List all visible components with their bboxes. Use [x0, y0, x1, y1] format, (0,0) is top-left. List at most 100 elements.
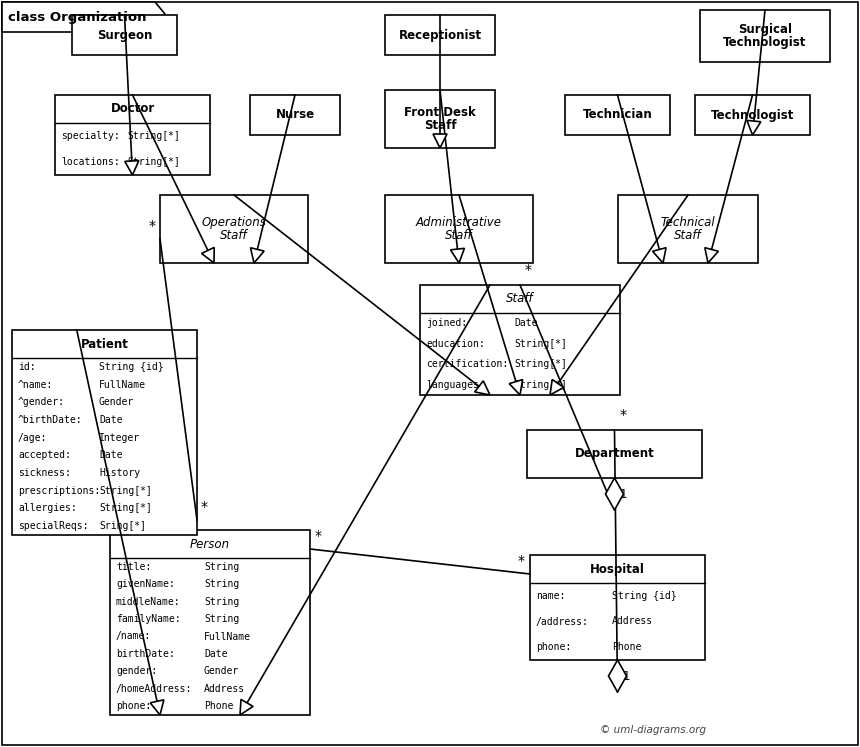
Polygon shape: [250, 248, 264, 263]
Polygon shape: [125, 161, 138, 175]
Text: id:: id:: [18, 362, 35, 372]
Text: ^name:: ^name:: [18, 379, 53, 389]
Text: Surgeon: Surgeon: [97, 28, 152, 42]
Text: Technologist: Technologist: [723, 36, 807, 49]
Text: education:: education:: [426, 338, 485, 349]
Text: *: *: [149, 219, 156, 233]
Text: Surgical: Surgical: [738, 23, 792, 36]
Bar: [160, 195, 308, 263]
Text: String[*]: String[*]: [99, 503, 152, 513]
Text: 1: 1: [623, 670, 630, 683]
Polygon shape: [509, 379, 523, 395]
Polygon shape: [201, 247, 214, 263]
Text: Operations: Operations: [201, 216, 267, 229]
Text: /age:: /age:: [18, 433, 47, 443]
Text: *: *: [518, 554, 525, 568]
Bar: [72, 15, 177, 55]
Text: Staff: Staff: [674, 229, 702, 242]
Bar: [530, 555, 705, 660]
Text: String[*]: String[*]: [128, 157, 181, 167]
Text: FullName: FullName: [99, 379, 146, 389]
Polygon shape: [150, 700, 164, 715]
Bar: [700, 10, 830, 62]
Text: Gender: Gender: [99, 397, 134, 407]
Polygon shape: [653, 248, 666, 263]
Polygon shape: [451, 248, 464, 263]
Text: Address: Address: [204, 684, 245, 694]
Text: joined:: joined:: [426, 318, 467, 328]
Polygon shape: [705, 248, 718, 263]
Text: History: History: [99, 468, 140, 478]
Text: ^gender:: ^gender:: [18, 397, 65, 407]
Text: Date: Date: [204, 649, 228, 659]
Text: Date: Date: [99, 415, 122, 425]
Text: String: String: [204, 597, 239, 607]
Text: givenName:: givenName:: [116, 579, 175, 589]
Text: String[*]: String[*]: [514, 379, 567, 390]
Bar: [385, 15, 495, 55]
Text: specialReqs:: specialReqs:: [18, 521, 89, 531]
Bar: [12, 330, 197, 535]
Text: String {id}: String {id}: [612, 591, 677, 601]
Bar: [110, 530, 310, 715]
Text: Technologist: Technologist: [711, 108, 794, 122]
Bar: [250, 95, 340, 135]
Text: Receptionist: Receptionist: [398, 28, 482, 42]
Text: String[*]: String[*]: [99, 486, 152, 496]
Polygon shape: [609, 660, 626, 692]
Text: sickness:: sickness:: [18, 468, 71, 478]
Text: familyName:: familyName:: [116, 614, 181, 624]
Text: phone:: phone:: [536, 642, 571, 652]
Text: String: String: [204, 562, 239, 571]
Text: FullName: FullName: [204, 631, 251, 642]
Text: String: String: [204, 614, 239, 624]
Text: name:: name:: [536, 591, 565, 601]
Text: ^birthDate:: ^birthDate:: [18, 415, 83, 425]
Text: Staff: Staff: [424, 119, 457, 132]
Text: title:: title:: [116, 562, 151, 571]
Text: Integer: Integer: [99, 433, 140, 443]
Text: String[*]: String[*]: [514, 359, 567, 369]
Text: languages:: languages:: [426, 379, 485, 390]
Polygon shape: [550, 379, 563, 395]
Text: Doctor: Doctor: [110, 102, 155, 116]
Text: allergies:: allergies:: [18, 503, 77, 513]
Text: Address: Address: [612, 616, 654, 627]
Polygon shape: [240, 699, 253, 715]
Text: *: *: [619, 408, 626, 422]
Text: Staff: Staff: [445, 229, 473, 242]
Text: String {id}: String {id}: [99, 362, 163, 372]
Text: String[*]: String[*]: [514, 338, 567, 349]
Bar: [527, 430, 702, 478]
Text: Administrative: Administrative: [416, 216, 502, 229]
Polygon shape: [747, 120, 761, 135]
Text: Technical: Technical: [660, 216, 716, 229]
Bar: [420, 285, 620, 395]
Text: phone:: phone:: [116, 701, 151, 711]
Text: Phone: Phone: [612, 642, 642, 652]
Text: /name:: /name:: [116, 631, 151, 642]
Text: Technician: Technician: [582, 108, 653, 122]
Text: Date: Date: [514, 318, 538, 328]
Text: prescriptions:: prescriptions:: [18, 486, 101, 496]
Text: Front Desk: Front Desk: [404, 106, 476, 119]
Text: /homeAddress:: /homeAddress:: [116, 684, 193, 694]
Text: Gender: Gender: [204, 666, 239, 676]
Text: Patient: Patient: [81, 338, 128, 350]
Bar: [385, 195, 533, 263]
Bar: [565, 95, 670, 135]
Polygon shape: [2, 2, 165, 32]
Bar: [55, 95, 210, 175]
Text: *: *: [315, 529, 322, 543]
Bar: [695, 95, 810, 135]
Text: Date: Date: [99, 450, 122, 460]
Polygon shape: [433, 134, 447, 148]
Text: /address:: /address:: [536, 616, 589, 627]
Text: Phone: Phone: [204, 701, 233, 711]
Text: accepted:: accepted:: [18, 450, 71, 460]
Text: Staff: Staff: [220, 229, 248, 242]
Text: Person: Person: [190, 538, 230, 551]
Text: gender:: gender:: [116, 666, 157, 676]
Text: birthDate:: birthDate:: [116, 649, 175, 659]
Bar: [618, 195, 758, 263]
